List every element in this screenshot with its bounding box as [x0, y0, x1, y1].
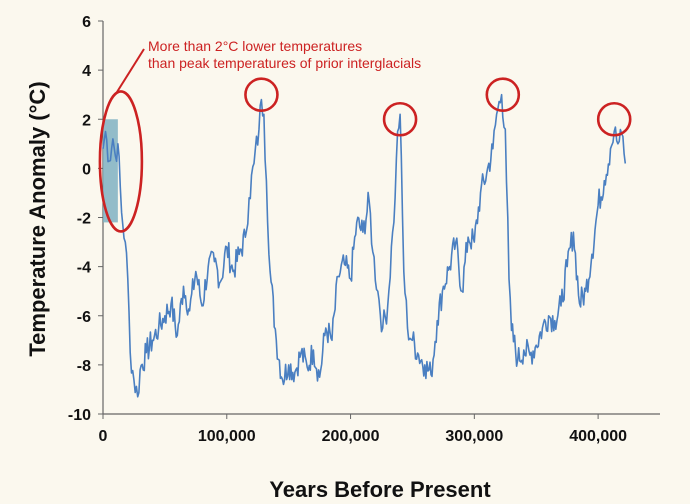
- y-tick-label: -6: [77, 309, 91, 326]
- annotation-text-line-2: than peak temperatures of prior intergla…: [148, 55, 421, 71]
- y-tick-label: 4: [82, 63, 91, 80]
- x-tick-label: 300,000: [445, 428, 503, 445]
- y-tick-label: 6: [82, 14, 91, 31]
- peak-circle-1: [244, 77, 279, 112]
- y-tick-label: -4: [77, 260, 91, 277]
- y-tick-label: -2: [77, 211, 91, 228]
- peak-circle-3: [485, 77, 521, 112]
- plot-area: -10 -8 -6 -4 -2 0 2 4 6 0 100,000 200,000 300,000 400…: [68, 14, 660, 445]
- x-tick-label: 200,000: [322, 428, 380, 445]
- annotation-text-line-1: More than 2°C lower temperatures: [148, 38, 362, 54]
- annotation-leader-line: [116, 48, 145, 93]
- y-tick-label: -8: [77, 358, 91, 375]
- series-line-0: [102, 93, 627, 398]
- y-axis-label: Temperature Anomaly (°C): [25, 81, 50, 356]
- y-tick-label: -10: [68, 407, 91, 424]
- peak-circle-2: [382, 101, 418, 137]
- x-axis-label: Years Before Present: [269, 477, 491, 502]
- peak-circle-4: [596, 101, 632, 137]
- x-tick-label: 400,000: [569, 428, 627, 445]
- x-tick-label: 0: [99, 428, 108, 445]
- x-tick-label: 100,000: [198, 428, 256, 445]
- y-tick-label: 0: [82, 161, 91, 178]
- annotation-ellipse: [98, 90, 144, 233]
- y-tick-label: 2: [82, 112, 91, 129]
